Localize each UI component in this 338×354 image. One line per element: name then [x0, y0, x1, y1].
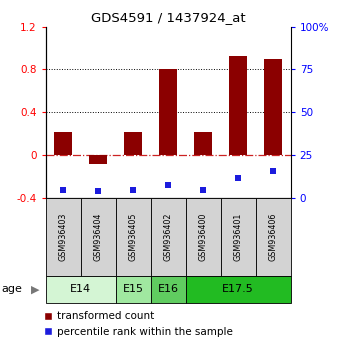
Bar [256, 198, 291, 276]
Text: GSM936405: GSM936405 [129, 213, 138, 262]
Point [61, 187, 66, 193]
Text: GSM936404: GSM936404 [94, 213, 103, 261]
Bar [264, 59, 282, 155]
Title: GDS4591 / 1437924_at: GDS4591 / 1437924_at [91, 11, 245, 24]
Text: age: age [2, 284, 23, 295]
Text: GSM936401: GSM936401 [234, 213, 243, 261]
Text: GSM936403: GSM936403 [58, 213, 68, 261]
Bar [46, 198, 81, 276]
Point [95, 189, 101, 194]
Legend: transformed count, percentile rank within the sample: transformed count, percentile rank withi… [44, 312, 233, 337]
Bar [116, 276, 151, 303]
Bar [124, 132, 142, 155]
Point [166, 182, 171, 187]
Bar [160, 69, 177, 155]
Text: E16: E16 [158, 284, 179, 295]
Point [200, 187, 206, 193]
Text: E14: E14 [70, 284, 91, 295]
Bar [186, 276, 291, 303]
Bar [151, 276, 186, 303]
Bar [116, 198, 151, 276]
Point [236, 175, 241, 181]
Bar [81, 198, 116, 276]
Bar [221, 198, 256, 276]
Text: E17.5: E17.5 [222, 284, 254, 295]
Bar [194, 132, 212, 155]
Bar [186, 198, 221, 276]
Bar [230, 56, 247, 155]
Bar [151, 198, 186, 276]
Bar [89, 155, 107, 164]
Bar [46, 276, 116, 303]
Point [270, 168, 276, 173]
Text: GSM936406: GSM936406 [269, 213, 278, 261]
Text: ▶: ▶ [31, 284, 40, 295]
Point [130, 187, 136, 193]
Bar [54, 132, 72, 155]
Text: GSM936400: GSM936400 [199, 213, 208, 261]
Text: GSM936402: GSM936402 [164, 213, 173, 262]
Text: E15: E15 [123, 284, 144, 295]
